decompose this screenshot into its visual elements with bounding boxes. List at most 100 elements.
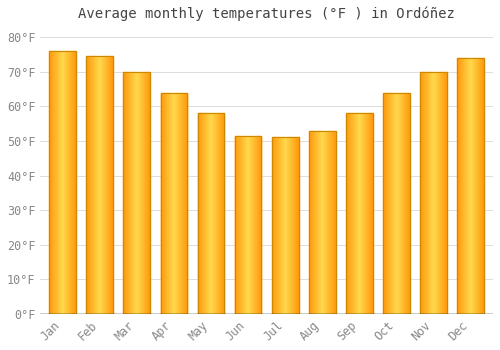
Bar [398,92,399,314]
Bar [329,131,330,314]
Bar [442,72,443,314]
Bar [366,113,367,314]
Bar [148,72,149,314]
Bar [354,113,355,314]
Bar [470,58,471,314]
Bar [286,138,287,314]
Bar [326,131,327,314]
Bar [218,113,219,314]
Bar [124,72,125,314]
Bar [92,56,93,314]
Bar [458,58,459,314]
Bar [284,138,285,314]
Bar [465,58,466,314]
Bar [205,113,206,314]
Bar [91,56,92,314]
Bar [166,92,167,314]
Bar [90,56,91,314]
Bar [322,131,323,314]
Bar [386,92,387,314]
Bar [209,113,210,314]
Bar [172,92,173,314]
Bar [106,56,107,314]
Bar [72,51,74,314]
Bar [352,113,353,314]
Bar [459,58,460,314]
Bar [141,72,142,314]
Bar [353,113,354,314]
Bar [406,92,408,314]
Bar [318,131,319,314]
Bar [70,51,72,314]
Bar [240,136,241,314]
Bar [249,136,250,314]
Bar [137,72,138,314]
Bar [310,131,311,314]
Bar [370,113,371,314]
Bar [54,51,55,314]
Bar [175,92,176,314]
Bar [357,113,358,314]
Bar [446,72,447,314]
Bar [401,92,402,314]
Bar [169,92,170,314]
Bar [145,72,146,314]
Bar [372,113,373,314]
Bar [360,113,361,314]
Bar [143,72,144,314]
Bar [252,136,253,314]
Bar [438,72,439,314]
Bar [207,113,208,314]
Bar [426,72,427,314]
Bar [212,113,213,314]
Bar [202,113,203,314]
Bar [319,131,320,314]
Bar [238,136,239,314]
Bar [164,92,165,314]
Bar [288,138,289,314]
Bar [274,138,275,314]
Bar [55,51,56,314]
Bar [89,56,90,314]
Bar [60,51,61,314]
Bar [261,136,262,314]
Bar [290,138,291,314]
Bar [140,72,141,314]
Bar [160,92,161,314]
Bar [250,136,251,314]
Bar [214,113,215,314]
Bar [325,131,326,314]
Bar [482,58,483,314]
Bar [400,92,401,314]
Bar [174,92,175,314]
Bar [292,138,294,314]
Bar [128,72,129,314]
Bar [168,92,169,314]
Bar [335,131,336,314]
Bar [466,58,467,314]
Bar [480,58,481,314]
Bar [472,58,473,314]
Bar [162,92,163,314]
Bar [327,131,328,314]
Bar [436,72,437,314]
Bar [346,113,347,314]
Bar [255,136,256,314]
Bar [217,113,218,314]
Bar [87,56,88,314]
Bar [103,56,104,314]
Bar [258,136,259,314]
Bar [52,51,53,314]
Bar [104,56,105,314]
Bar [144,72,145,314]
Bar [291,138,292,314]
Bar [371,113,372,314]
Bar [74,51,76,314]
Bar [287,138,288,314]
Bar [68,51,70,314]
Bar [471,58,472,314]
Bar [362,113,363,314]
Bar [99,56,100,314]
Bar [387,92,388,314]
Bar [179,92,180,314]
